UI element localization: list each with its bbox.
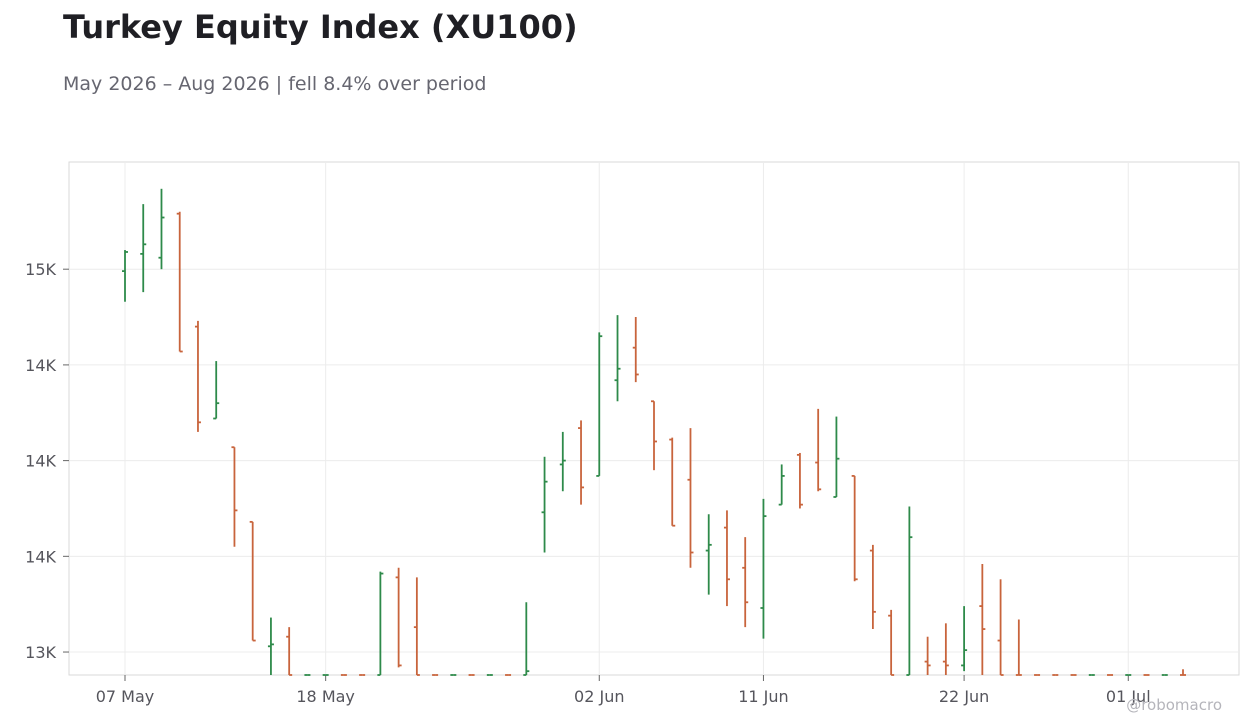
- y-tick-label: 14K: [25, 452, 56, 471]
- ohlc-bar: [559, 431, 566, 492]
- ohlc-bar: [651, 400, 657, 471]
- ohlc-bar: [413, 577, 420, 676]
- y-tick-label: 14K: [25, 547, 56, 566]
- ohlc-bar: [906, 506, 913, 676]
- x-tick-label: 02 Jun: [574, 687, 624, 706]
- chart-subtitle: May 2026 – Aug 2026 | fell 8.4% over per…: [63, 73, 487, 95]
- ohlc-bar: [742, 537, 749, 628]
- ohlc-bar: [979, 563, 986, 675]
- x-tick-label: 11 Jun: [738, 687, 788, 706]
- ohlc-bar: [158, 188, 165, 270]
- ohlc-bar: [723, 510, 730, 607]
- ohlc-bar: [614, 315, 621, 402]
- ohlc-bar: [395, 567, 402, 668]
- ohlc-bar: [669, 437, 676, 527]
- ohlc-bar: [961, 606, 968, 672]
- ohlc-bar: [760, 498, 767, 639]
- ohlc-bar: [122, 250, 128, 302]
- ohlc-bar: [796, 452, 803, 509]
- ohlc-bar: [1180, 669, 1186, 676]
- ohlc-bar: [541, 456, 548, 553]
- x-tick-label: 22 Jun: [939, 687, 989, 706]
- ohlc-bar: [687, 428, 694, 568]
- x-tick-label: 07 May: [96, 687, 155, 706]
- x-axis: 07 May 18 May 02 Jun 11 Jun 22 Jun 01 Jul: [96, 675, 1151, 706]
- ohlc-bar: [815, 408, 822, 492]
- ohlc-bar: [924, 636, 931, 675]
- watermark-text: @robomacro: [1126, 696, 1222, 714]
- x-tick-label: 01 Jul: [1106, 687, 1151, 706]
- ohlc-bar: [523, 602, 530, 676]
- ohlc-bar: [213, 361, 220, 420]
- ohlc-bar: [888, 609, 895, 676]
- chart-title: Turkey Equity Index (XU100): [63, 8, 578, 46]
- x-tick-label: 18 May: [296, 687, 355, 706]
- ohlc-bar: [377, 571, 384, 676]
- ohlc-bar: [596, 332, 603, 477]
- ohlc-bar: [997, 579, 1004, 676]
- y-tick-label: 13K: [25, 643, 56, 662]
- ohlc-bar: [194, 320, 201, 432]
- ohlc-bar: [231, 446, 238, 547]
- ohlc-bar: [578, 420, 585, 505]
- ohlc-bar: [851, 475, 858, 582]
- y-axis: 13K 14K 14K 14K 15K: [25, 260, 69, 662]
- ohlc-bar: [632, 317, 639, 383]
- y-tick-label: 14K: [25, 356, 56, 375]
- ohlc-bar: [869, 544, 876, 630]
- ohlc-bar: [249, 520, 256, 642]
- ohlc-bar: [267, 617, 274, 675]
- ohlc-bar: [705, 514, 712, 595]
- ohlc-bar: [1015, 619, 1022, 676]
- ohlc-bar: [176, 211, 183, 353]
- ohlc-bar: [778, 464, 785, 506]
- ohlc-bar: [833, 416, 840, 498]
- ohlc-bar: [286, 627, 293, 676]
- ohlc-bars: [122, 188, 1186, 676]
- ohlc-bar: [942, 623, 949, 675]
- y-tick-label: 15K: [25, 260, 56, 279]
- ohlc-bar: [140, 204, 147, 293]
